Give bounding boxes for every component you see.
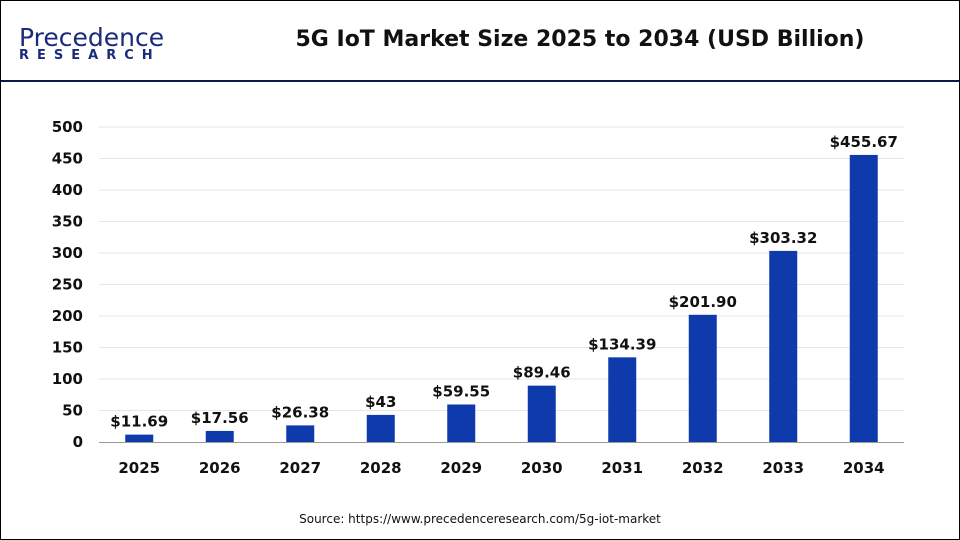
y-tick-label: 150 bbox=[52, 339, 83, 357]
bar bbox=[286, 425, 315, 442]
data-label: $201.90 bbox=[669, 293, 737, 311]
bar bbox=[688, 314, 717, 442]
bar bbox=[125, 434, 154, 442]
y-tick-label: 500 bbox=[52, 118, 83, 136]
bar bbox=[527, 385, 556, 442]
x-tick-label: 2032 bbox=[682, 459, 724, 477]
y-tick-label: 300 bbox=[52, 244, 83, 262]
header: Precedence RESEARCH 5G IoT Market Size 2… bbox=[1, 1, 959, 82]
x-tick-label: 2027 bbox=[279, 459, 321, 477]
bar bbox=[447, 404, 476, 442]
x-tick-label: 2029 bbox=[440, 459, 482, 477]
data-label: $43 bbox=[365, 393, 396, 411]
y-tick-label: 50 bbox=[62, 402, 83, 420]
bar bbox=[849, 154, 878, 442]
bar bbox=[769, 250, 798, 442]
data-label: $17.56 bbox=[191, 409, 249, 427]
y-tick-label: 400 bbox=[52, 181, 83, 199]
x-tick-label: 2033 bbox=[762, 459, 804, 477]
y-tick-label: 450 bbox=[52, 150, 83, 168]
x-tick-label: 2028 bbox=[360, 459, 402, 477]
x-tick-label: 2031 bbox=[601, 459, 643, 477]
x-tick-label: 2034 bbox=[843, 459, 885, 477]
y-tick-label: 350 bbox=[52, 213, 83, 231]
bar bbox=[608, 357, 637, 442]
logo-line2: RESEARCH bbox=[19, 48, 161, 63]
y-tick-label: 250 bbox=[52, 276, 83, 294]
data-label: $11.69 bbox=[110, 413, 168, 431]
y-tick-label: 0 bbox=[73, 433, 83, 451]
x-tick-label: 2030 bbox=[521, 459, 563, 477]
bar bbox=[366, 414, 395, 442]
logo: Precedence RESEARCH bbox=[19, 23, 164, 63]
data-label: $303.32 bbox=[749, 229, 817, 247]
data-label: $59.55 bbox=[432, 382, 490, 400]
y-tick-label: 200 bbox=[52, 307, 83, 325]
bar bbox=[205, 430, 234, 442]
logo-line1: Precedence bbox=[19, 23, 165, 52]
data-label: $26.38 bbox=[271, 403, 329, 421]
chart-title: 5G IoT Market Size 2025 to 2034 (USD Bil… bbox=[295, 27, 865, 52]
source-text: Source: https://www.precedenceresearch.c… bbox=[299, 512, 661, 526]
x-tick-label: 2026 bbox=[199, 459, 241, 477]
data-label: $455.67 bbox=[830, 133, 898, 151]
data-label: $89.46 bbox=[513, 364, 571, 382]
y-tick-label: 100 bbox=[52, 370, 83, 388]
x-tick-label: 2025 bbox=[118, 459, 160, 477]
data-label: $134.39 bbox=[588, 335, 656, 353]
